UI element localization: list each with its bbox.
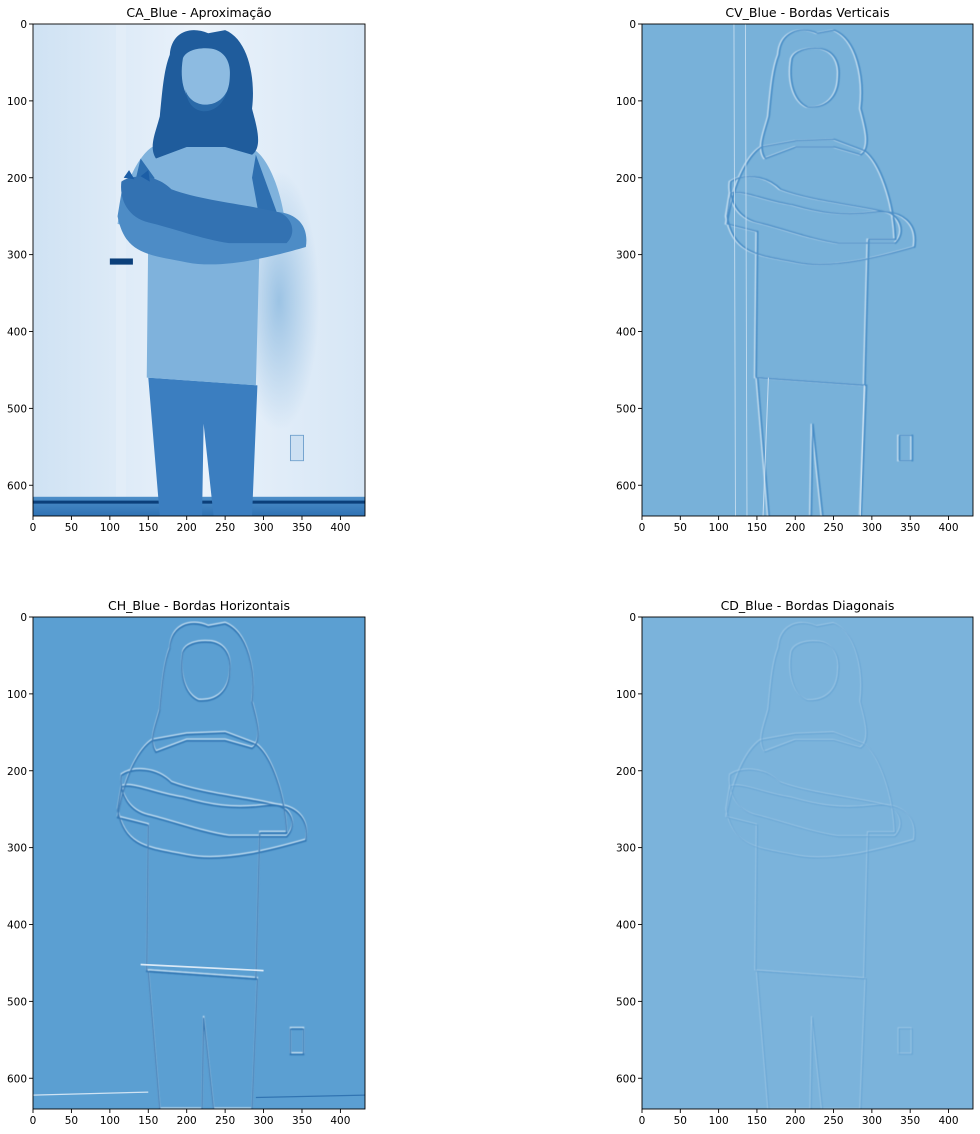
x-tick-label: 0 <box>639 1115 646 1127</box>
heatmap-ca-image <box>33 24 365 516</box>
heatmap-image-3 <box>642 617 973 1109</box>
y-tick-label: 500 <box>616 403 636 415</box>
x-tick-label: 350 <box>900 522 920 534</box>
x-tick-label: 150 <box>747 522 767 534</box>
y-tick-label: 500 <box>7 403 27 415</box>
axes-frame <box>32 616 366 1110</box>
x-tick-label: 0 <box>639 522 646 534</box>
x-tick-label: 50 <box>674 522 687 534</box>
x-tick-label: 100 <box>100 1115 120 1127</box>
x-tick-label: 50 <box>65 522 78 534</box>
y-tick-label: 0 <box>20 612 27 624</box>
x-tick-label: 50 <box>65 1115 78 1127</box>
x-tick-label: 250 <box>824 522 844 534</box>
heatmap-image-2 <box>33 617 365 1109</box>
x-tick-label: 400 <box>938 522 958 534</box>
x-tick-label: 400 <box>330 522 350 534</box>
axes-title: CD_Blue - Bordas Diagonais <box>721 598 895 613</box>
axes-2: CH_Blue - Bordas Horizontais 0 50 100 150 200… <box>7 598 366 1127</box>
axes-title: CA_Blue - Aproximação <box>126 5 271 20</box>
x-tick-label: 300 <box>862 522 882 534</box>
x-tick-label: 150 <box>747 1115 767 1127</box>
axes-title: CV_Blue - Bordas Verticais <box>725 5 889 20</box>
y-tick-label: 400 <box>616 327 636 339</box>
x-tick-label: 100 <box>709 522 729 534</box>
x-tick-label: 300 <box>862 1115 882 1127</box>
x-tick-label: 250 <box>824 1115 844 1127</box>
y-tick-label: 0 <box>629 19 636 31</box>
x-tick-label: 200 <box>177 522 197 534</box>
y-tick-label: 400 <box>7 920 27 932</box>
axes-frame <box>32 23 366 517</box>
x-tick-label: 200 <box>785 1115 805 1127</box>
y-tick-label: 0 <box>629 612 636 624</box>
coefficient-field <box>642 24 973 516</box>
y-tick-label: 600 <box>616 1073 636 1085</box>
x-tick-label: 200 <box>177 1115 197 1127</box>
x-tick-label: 100 <box>100 522 120 534</box>
x-tick-label: 250 <box>215 522 235 534</box>
y-tick-label: 200 <box>7 173 27 185</box>
y-tick-label: 0 <box>20 19 27 31</box>
axes-title: CH_Blue - Bordas Horizontais <box>108 598 290 613</box>
x-tick-label: 150 <box>138 522 158 534</box>
y-tick-label: 600 <box>7 480 27 492</box>
x-tick-label: 0 <box>30 522 37 534</box>
y-tick-label: 300 <box>7 250 27 262</box>
x-tick-label: 300 <box>254 1115 274 1127</box>
y-tick-label: 100 <box>616 96 636 108</box>
y-tick-label: 300 <box>7 843 27 855</box>
x-tick-label: 0 <box>30 1115 37 1127</box>
y-tick-label: 600 <box>7 1073 27 1085</box>
person-figure <box>109 30 307 516</box>
axes-1: CV_Blue - Bordas Verticais 0 50 100 150 200 25… <box>616 5 974 534</box>
axes-frame <box>641 616 974 1110</box>
x-tick-label: 100 <box>709 1115 729 1127</box>
y-tick-label: 100 <box>616 689 636 701</box>
x-tick-label: 200 <box>785 522 805 534</box>
x-tick-label: 350 <box>292 522 312 534</box>
x-tick-label: 50 <box>674 1115 687 1127</box>
y-tick-label: 200 <box>7 766 27 778</box>
y-tick-label: 600 <box>616 480 636 492</box>
y-tick-label: 300 <box>616 250 636 262</box>
y-tick-label: 400 <box>7 327 27 339</box>
x-tick-label: 350 <box>292 1115 312 1127</box>
coefficient-field <box>642 617 973 1109</box>
x-tick-label: 150 <box>138 1115 158 1127</box>
y-tick-label: 300 <box>616 843 636 855</box>
x-tick-label: 400 <box>938 1115 958 1127</box>
y-tick-label: 100 <box>7 689 27 701</box>
axes-frame <box>641 23 974 517</box>
y-tick-label: 100 <box>7 96 27 108</box>
heatmap-image-1 <box>642 24 973 516</box>
axes-0: CA_Blue - Aproximação 0 50 100 150 200 250 300 3… <box>7 5 366 534</box>
x-tick-label: 400 <box>330 1115 350 1127</box>
x-tick-label: 300 <box>254 522 274 534</box>
y-tick-label: 200 <box>616 173 636 185</box>
axes-3: CD_Blue - Bordas Diagonais 0 50 100 150 200 25… <box>616 598 974 1127</box>
coefficient-field <box>33 617 365 1109</box>
x-tick-label: 250 <box>215 1115 235 1127</box>
x-tick-label: 350 <box>900 1115 920 1127</box>
y-tick-label: 500 <box>616 996 636 1008</box>
y-tick-label: 400 <box>616 920 636 932</box>
y-tick-label: 500 <box>7 996 27 1008</box>
y-tick-label: 200 <box>616 766 636 778</box>
